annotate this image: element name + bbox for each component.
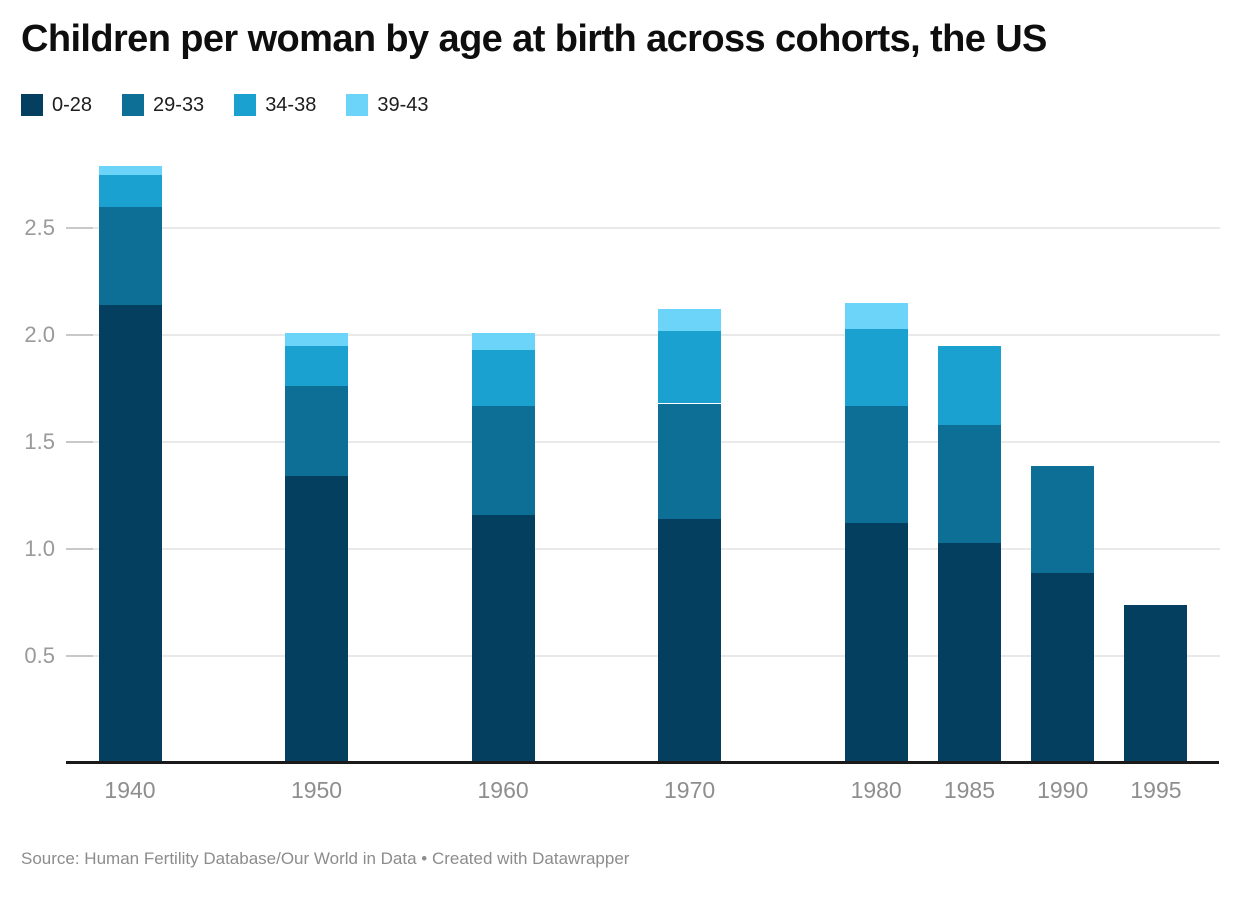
bar-1985[interactable] bbox=[937, 345, 1001, 763]
bar-segment-34-38[interactable] bbox=[844, 328, 908, 406]
gridline bbox=[66, 227, 1220, 229]
y-tick-mark bbox=[66, 548, 93, 550]
x-axis-tick-label: 1990 bbox=[1037, 777, 1089, 803]
bar-segment-34-38[interactable] bbox=[937, 345, 1001, 425]
legend-item-39-43: 39-43 bbox=[346, 94, 429, 116]
bar-segment-29-33[interactable] bbox=[658, 403, 722, 520]
legend-swatch-icon bbox=[346, 94, 369, 116]
bar-segment-39-43[interactable] bbox=[471, 332, 535, 350]
bar-segment-0-28[interactable] bbox=[844, 523, 908, 763]
bar-1980[interactable] bbox=[844, 302, 908, 763]
legend-item-29-33: 29-33 bbox=[122, 94, 204, 116]
x-axis-tick-label: 1980 bbox=[850, 777, 902, 803]
y-tick-mark bbox=[66, 441, 93, 443]
bar-segment-39-43[interactable] bbox=[658, 309, 722, 331]
legend-swatch-icon bbox=[21, 94, 43, 116]
legend-label: 34-38 bbox=[265, 94, 317, 116]
bar-segment-39-43[interactable] bbox=[285, 332, 349, 346]
bar-1950[interactable] bbox=[285, 332, 349, 763]
bar-segment-34-38[interactable] bbox=[658, 330, 722, 404]
bar-segment-39-43[interactable] bbox=[98, 165, 162, 175]
legend-swatch-icon bbox=[234, 94, 257, 116]
bar-segment-34-38[interactable] bbox=[98, 174, 162, 207]
y-axis-tick-label: 0.5 bbox=[24, 643, 55, 668]
bar-segment-29-33[interactable] bbox=[471, 405, 535, 515]
bar-1990[interactable] bbox=[1031, 465, 1095, 763]
legend-swatch-icon bbox=[122, 94, 145, 116]
legend-label: 0-28 bbox=[52, 94, 93, 116]
x-axis-tick-label: 1995 bbox=[1130, 777, 1182, 803]
legend: 0-28 29-33 34-38 39-43 bbox=[21, 94, 429, 116]
bar-segment-0-28[interactable] bbox=[98, 305, 162, 763]
bar-segment-34-38[interactable] bbox=[471, 350, 535, 406]
x-axis-tick-label: 1940 bbox=[104, 777, 156, 803]
bar-1960[interactable] bbox=[471, 332, 535, 763]
bar-segment-39-43[interactable] bbox=[844, 302, 908, 329]
bar-segment-0-28[interactable] bbox=[658, 519, 722, 763]
y-tick-mark bbox=[66, 227, 93, 229]
y-axis-tick-label: 1.0 bbox=[24, 536, 55, 561]
bar-1970[interactable] bbox=[658, 309, 722, 763]
y-axis-tick-label: 1.5 bbox=[24, 429, 55, 454]
bar-segment-0-28[interactable] bbox=[471, 514, 535, 763]
gridline bbox=[66, 655, 1220, 657]
source-line: Source: Human Fertility Database/Our Wor… bbox=[21, 849, 630, 868]
bar-segment-34-38[interactable] bbox=[285, 345, 349, 387]
bar-1940[interactable] bbox=[98, 165, 162, 763]
legend-label: 29-33 bbox=[153, 94, 205, 116]
x-axis-tick-label: 1985 bbox=[943, 777, 995, 803]
bar-segment-0-28[interactable] bbox=[1124, 604, 1188, 763]
y-axis-tick-label: 2.0 bbox=[24, 322, 55, 347]
legend-item-0-28: 0-28 bbox=[21, 94, 92, 116]
x-axis-line bbox=[66, 761, 1219, 764]
chart-title: Children per woman by age at birth acros… bbox=[21, 18, 1047, 60]
legend-item-34-38: 34-38 bbox=[234, 94, 316, 116]
y-axis-tick-label: 2.5 bbox=[24, 215, 55, 240]
bar-segment-29-33[interactable] bbox=[98, 206, 162, 306]
bar-segment-0-28[interactable] bbox=[1031, 572, 1095, 763]
gridline bbox=[66, 334, 1220, 336]
x-axis-tick-label: 1960 bbox=[477, 777, 529, 803]
bar-1995[interactable] bbox=[1124, 604, 1188, 763]
gridline bbox=[66, 441, 1220, 443]
bar-segment-29-33[interactable] bbox=[937, 424, 1001, 543]
y-tick-mark bbox=[66, 655, 93, 657]
bar-segment-0-28[interactable] bbox=[285, 476, 349, 763]
gridline bbox=[66, 548, 1220, 550]
bar-segment-29-33[interactable] bbox=[285, 386, 349, 477]
legend-label: 39-43 bbox=[377, 94, 429, 116]
bar-segment-29-33[interactable] bbox=[844, 405, 908, 524]
plot-area bbox=[66, 149, 1220, 763]
bar-segment-0-28[interactable] bbox=[937, 542, 1001, 763]
x-axis-tick-label: 1950 bbox=[290, 777, 343, 803]
bar-segment-29-33[interactable] bbox=[1031, 465, 1095, 573]
y-tick-mark bbox=[66, 334, 93, 336]
x-axis-tick-label: 1970 bbox=[664, 777, 716, 803]
